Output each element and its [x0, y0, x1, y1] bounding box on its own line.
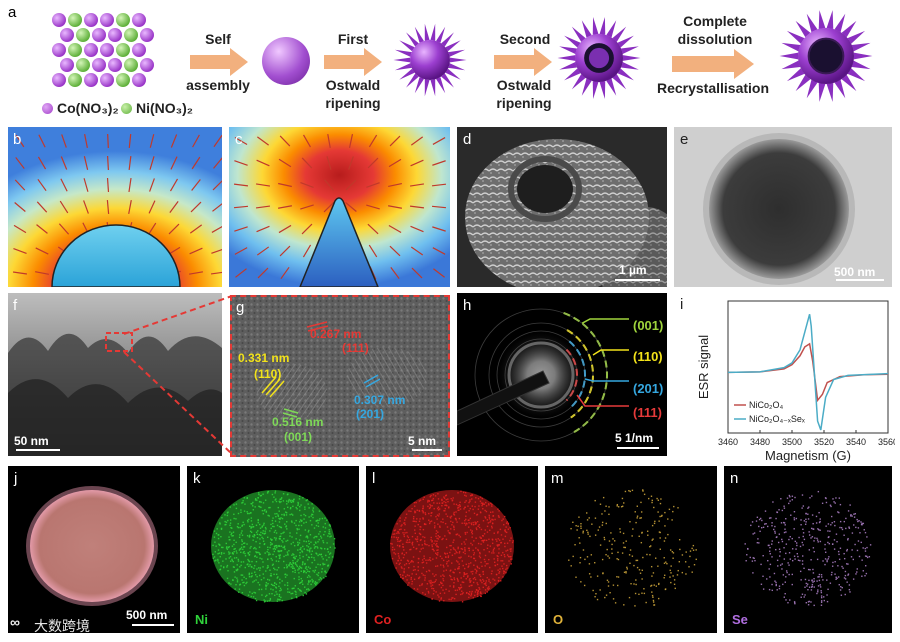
step-first-label: First [337, 31, 369, 47]
field-map-b [8, 127, 222, 287]
panel-label-k: k [193, 470, 201, 487]
step-complete-label: Complete [683, 13, 747, 29]
arrow-step3 [494, 48, 552, 76]
scalebar-f-label: 50 nm [14, 434, 49, 448]
panel-l-co-map: Co [366, 466, 538, 633]
arrow-step1 [190, 48, 248, 76]
watermark-text: 大数跨境 [34, 619, 90, 635]
scalebar-e [836, 279, 884, 281]
panel-m-o-map: O [545, 466, 717, 633]
esr-chart: 3460 3480 3500 3520 3540 3560 Magnetism (G) ESR… [696, 300, 895, 463]
series-line-1 [727, 314, 889, 431]
step-second-label: Second [499, 31, 551, 47]
y-axis-label: ESR signal [696, 335, 711, 399]
legend-co-dot [42, 103, 53, 114]
map-label-o: O [553, 612, 564, 627]
panel-label-m: m [551, 470, 564, 487]
hrtem-d3-hkl: (201) [356, 407, 385, 421]
panel-label-e: e [680, 131, 689, 148]
scalebar-h [617, 447, 659, 449]
x-tick-label: 3460 [718, 437, 738, 447]
panel-d-sem-image: 1 µm [457, 127, 667, 287]
x-tick-label: 3480 [750, 437, 770, 447]
watermark-logo: ∞ [10, 614, 20, 630]
legend-label-1: NiCo₂O₄₋ₓSeₓ [749, 414, 805, 424]
map-label-se: Se [732, 612, 748, 627]
panel-label-d: d [463, 131, 472, 148]
panel-label-a: a [8, 4, 17, 21]
hrtem-d3-label: 0.307 nm [354, 393, 406, 407]
x-tick-label: 3560 [878, 437, 895, 447]
hrtem-d2-label: 0.331 nm [238, 351, 290, 365]
spiky-sphere-yolk [557, 16, 641, 100]
legend-co-label: Co(NO₃)₂ [57, 100, 119, 116]
x-tick-label: 3520 [814, 437, 834, 447]
legend-label-0: NiCo₂O₄ [749, 400, 783, 410]
arrow-step4 [672, 49, 754, 79]
spiky-sphere-solid [393, 23, 467, 97]
panel-label-g: g [236, 299, 245, 316]
saed-label-201: (201) [633, 381, 664, 396]
saed-label-111: (111) [633, 405, 662, 420]
panel-h-saed: 5 1/nm [457, 293, 667, 456]
scalebar-j-label: 500 nm [126, 608, 168, 622]
panel-g-hrtem: 0.267 nm (111) 0.331 nm (110) 0.307 nm (… [230, 295, 450, 457]
panel-j-overlay-map: 500 nm [8, 466, 180, 633]
scalebar-e-label: 500 nm [834, 265, 876, 279]
step-self-label: Self [205, 31, 231, 47]
spiky-sphere-hollow [779, 10, 873, 102]
zoom-connector [123, 295, 233, 455]
step-dissolution-label: dissolution [677, 31, 753, 47]
x-tick-label: 3540 [846, 437, 866, 447]
panel-label-b: b [13, 131, 22, 148]
precursor-cluster [52, 13, 154, 87]
panel-label-h: h [463, 297, 472, 314]
panel-b-simulation [8, 127, 222, 287]
hrtem-d1-label: 0.267 nm [310, 327, 362, 341]
scalebar-f [16, 449, 60, 451]
scalebar-g [412, 449, 442, 451]
hrtem-d2-hkl: (110) [254, 367, 282, 381]
panel-k-ni-map: Ni [187, 466, 359, 633]
scalebar-d [615, 279, 660, 281]
step-ripening-label-2: ripening [496, 95, 552, 111]
panel-n-se-map: Se [724, 466, 892, 633]
map-label-ni: Ni [195, 612, 208, 627]
panel-label-i: i [680, 296, 684, 313]
smooth-sphere [262, 37, 310, 85]
legend-ni-label: Ni(NO₃)₂ [136, 100, 194, 116]
hrtem-d1-hkl: (111) [342, 341, 369, 355]
x-tick-label: 3500 [782, 437, 802, 447]
map-label-co: Co [374, 612, 392, 627]
hrtem-d4-label: 0.516 nm [272, 415, 324, 429]
arrow-step2 [324, 48, 382, 76]
panel-label-n: n [730, 470, 739, 487]
step-ripening-label-1: ripening [325, 95, 381, 111]
scalebar-g-label: 5 nm [408, 434, 437, 448]
panel-label-c: c [235, 131, 243, 148]
panel-e-tem-image: 500 nm [674, 127, 892, 287]
step-ostwald-label-2: Ostwald [496, 77, 552, 93]
panel-f-tem-edge: 50 nm [8, 293, 222, 456]
step-ostwald-label-1: Ostwald [325, 77, 381, 93]
scalebar-d-label: 1 µm [619, 263, 647, 277]
step-recrystallisation-label: Recrystallisation [656, 80, 770, 96]
panel-c-simulation [229, 127, 450, 287]
panel-label-j: j [14, 470, 18, 487]
saed-label-001: (001) [633, 318, 664, 333]
field-map-c [229, 127, 450, 287]
panel-label-f: f [13, 297, 18, 314]
x-axis-label: Magnetism (G) [765, 448, 851, 463]
step-assembly-label: assembly [186, 77, 250, 93]
panel-label-l: l [372, 470, 376, 487]
hrtem-d4-hkl: (001) [284, 430, 313, 444]
legend-ni-dot [121, 103, 132, 114]
scalebar-j [132, 624, 174, 626]
scalebar-h-label: 5 1/nm [615, 431, 654, 445]
saed-label-110: (110) [633, 349, 663, 364]
